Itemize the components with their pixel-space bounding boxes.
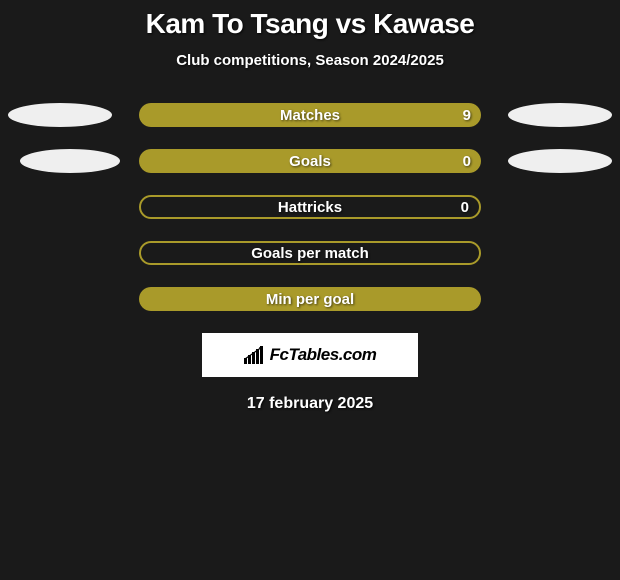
stat-label: Goals per match [251, 245, 369, 262]
stats-block: Matches 9 Goals 0 Hattricks 0 Goals per … [0, 103, 620, 311]
stat-row-hattricks: Hattricks 0 [0, 195, 620, 219]
stat-row-min-per-goal: Min per goal [0, 287, 620, 311]
stat-value: 0 [463, 153, 471, 170]
logo: FcTables.com [244, 345, 377, 365]
stat-row-matches: Matches 9 [0, 103, 620, 127]
stat-value: 9 [463, 107, 471, 124]
logo-text: FcTables.com [270, 345, 377, 365]
stat-pill: Goals per match [139, 241, 481, 265]
page-title: Kam To Tsang vs Kawase [0, 0, 620, 40]
stat-value: 0 [461, 199, 469, 216]
stat-pill: Goals 0 [139, 149, 481, 173]
stat-row-goals-per-match: Goals per match [0, 241, 620, 265]
comparison-card: Kam To Tsang vs Kawase Club competitions… [0, 0, 620, 413]
stat-pill: Hattricks 0 [139, 195, 481, 219]
stat-label: Goals [289, 153, 331, 170]
stat-label: Matches [280, 107, 340, 124]
subtitle: Club competitions, Season 2024/2025 [0, 52, 620, 69]
stat-label: Hattricks [278, 199, 342, 216]
stat-pill: Min per goal [139, 287, 481, 311]
date-text: 17 february 2025 [0, 395, 620, 413]
stat-pill: Matches 9 [139, 103, 481, 127]
stat-label: Min per goal [266, 291, 354, 308]
bars-icon [244, 346, 266, 364]
logo-box: FcTables.com [202, 333, 418, 377]
stat-row-goals: Goals 0 [0, 149, 620, 173]
